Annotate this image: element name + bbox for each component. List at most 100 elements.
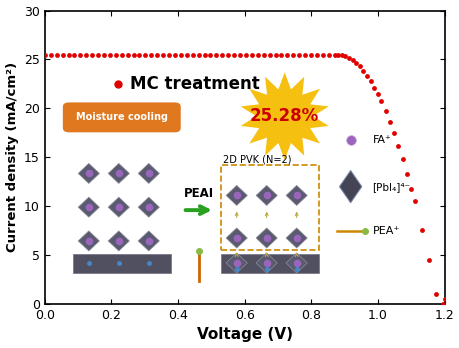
Point [82,52,90,57]
FancyBboxPatch shape [220,254,318,273]
Point [325,52,332,57]
Point [377,98,384,104]
Polygon shape [256,185,277,205]
Point [53,52,60,57]
Point [398,156,405,162]
Polygon shape [285,185,307,205]
Polygon shape [138,231,159,251]
Polygon shape [240,72,328,160]
Point [242,52,249,57]
Point [94,52,101,57]
Point [88,52,95,57]
Point [271,52,279,57]
Point [77,52,84,57]
Point [374,92,381,97]
Polygon shape [78,231,99,251]
Point [363,73,370,78]
Polygon shape [339,171,361,203]
Text: 2D PVK (N=2): 2D PVK (N=2) [222,155,291,165]
Point [47,52,54,57]
Polygon shape [225,185,247,205]
Text: MC treatment: MC treatment [129,75,259,93]
Text: [PbI₄]⁴⁻: [PbI₄]⁴⁻ [372,182,410,192]
Point [289,52,296,57]
Point [265,52,273,57]
Polygon shape [138,197,159,217]
Point [159,52,167,57]
Point [165,52,172,57]
Point [247,52,255,57]
Point [195,52,202,57]
Polygon shape [138,164,159,183]
Point [390,130,397,136]
Point [100,52,107,57]
Point [230,52,237,57]
Point [352,60,359,66]
Point [206,52,213,57]
Point [283,52,291,57]
Point [129,52,137,57]
Point [177,52,184,57]
Point [359,68,366,73]
Point [212,52,219,57]
Point [344,55,352,60]
Point [366,79,374,84]
Polygon shape [108,164,129,183]
Polygon shape [78,164,99,183]
Point [236,52,243,57]
Polygon shape [256,253,277,273]
Text: FA⁺: FA⁺ [372,135,391,145]
Point [59,52,66,57]
Text: 25.28%: 25.28% [250,107,319,125]
Polygon shape [108,231,129,251]
Bar [220,165,318,250]
Point [183,52,190,57]
Point [431,291,438,296]
Point [201,52,208,57]
Point [218,52,225,57]
Point [253,52,261,57]
Point [301,52,308,57]
Point [189,52,196,57]
Point [147,52,155,57]
Point [106,52,113,57]
Point [403,171,410,176]
Point [385,119,392,125]
Point [313,52,320,57]
Point [334,52,341,57]
Point [153,52,161,57]
FancyBboxPatch shape [63,102,180,132]
Point [112,52,119,57]
FancyBboxPatch shape [73,254,170,273]
Point [417,227,425,232]
Point [337,52,345,58]
Text: Moisture cooling: Moisture cooling [75,112,167,122]
Point [330,52,337,57]
Point [65,52,72,57]
Text: PEAI: PEAI [183,187,213,200]
Y-axis label: Current density (mA/cm²): Current density (mA/cm²) [6,62,18,252]
Polygon shape [225,253,247,273]
Polygon shape [285,253,307,273]
Point [224,52,231,57]
Point [410,198,417,204]
Point [41,52,48,57]
Point [135,52,143,57]
Point [424,258,431,263]
Point [171,52,178,57]
Point [348,57,355,63]
Point [438,301,446,307]
Point [259,52,267,57]
Point [341,53,348,59]
Polygon shape [78,197,99,217]
Polygon shape [256,228,277,248]
Polygon shape [108,197,129,217]
Point [381,108,388,114]
Point [394,143,401,149]
Point [141,52,149,57]
Point [295,52,302,57]
Point [71,52,78,57]
Point [118,52,125,57]
Polygon shape [225,228,247,248]
Point [370,85,377,90]
